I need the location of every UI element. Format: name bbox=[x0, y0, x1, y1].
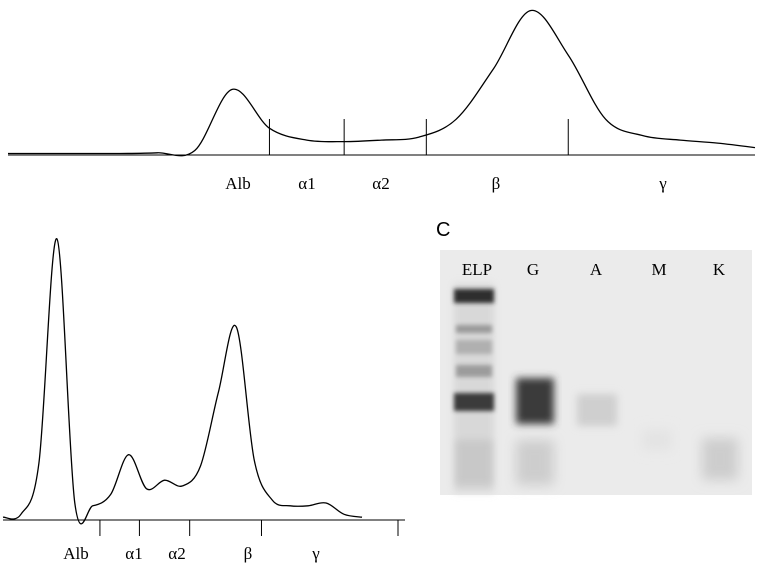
bottom-fraction-dividers bbox=[99, 520, 262, 536]
gel-lane-g bbox=[516, 378, 554, 485]
gel-lane-m bbox=[642, 430, 672, 450]
top-fraction-dividers bbox=[268, 119, 569, 155]
top-label-alpha2: α2 bbox=[372, 174, 389, 193]
immunofixation-gel-panel: C ELP G A M K bbox=[436, 219, 752, 495]
elp-band-albumin bbox=[454, 289, 494, 303]
bottom-density-trace bbox=[2, 238, 363, 525]
top-label-gamma: γ bbox=[658, 174, 667, 193]
top-densitometry-panel: Alb α1 α2 β γ bbox=[7, 9, 756, 193]
lane-label-elp: ELP bbox=[462, 260, 492, 279]
g-band bbox=[516, 378, 554, 424]
elp-band-monoclonal bbox=[454, 393, 494, 411]
k-band bbox=[702, 438, 738, 480]
bottom-label-alpha1: α1 bbox=[125, 544, 142, 563]
bottom-label-alb: Alb bbox=[63, 544, 89, 563]
bottom-label-alpha2: α2 bbox=[168, 544, 185, 563]
bottom-label-gamma: γ bbox=[311, 544, 320, 563]
top-label-alpha1: α1 bbox=[298, 174, 315, 193]
elp-band-beta1 bbox=[456, 365, 492, 377]
panel-label-c: C bbox=[436, 219, 450, 241]
gel-lane-labels: ELP G A M K bbox=[462, 260, 726, 279]
bottom-label-beta: β bbox=[244, 544, 253, 563]
lane-label-m: M bbox=[651, 260, 666, 279]
lane-label-g: G bbox=[527, 260, 539, 279]
top-fraction-labels: Alb α1 α2 β γ bbox=[225, 174, 667, 193]
gel-lane-k bbox=[702, 438, 738, 480]
bottom-densitometry-panel: Alb α1 α2 β γ bbox=[2, 238, 405, 563]
top-density-trace bbox=[7, 9, 756, 157]
elp-band-gamma bbox=[456, 440, 492, 485]
m-band bbox=[642, 430, 672, 450]
lane-label-k: K bbox=[713, 260, 726, 279]
lane-label-a: A bbox=[590, 260, 603, 279]
gel-lane-elp bbox=[454, 284, 494, 492]
elp-band-alpha1 bbox=[456, 325, 492, 333]
top-label-alb: Alb bbox=[225, 174, 251, 193]
elp-band-alpha2 bbox=[456, 340, 492, 354]
gel-lane-a bbox=[577, 394, 617, 426]
top-label-beta: β bbox=[492, 174, 501, 193]
bottom-fraction-labels: Alb α1 α2 β γ bbox=[63, 544, 320, 563]
a-band bbox=[577, 394, 617, 426]
g-smear bbox=[516, 440, 554, 485]
